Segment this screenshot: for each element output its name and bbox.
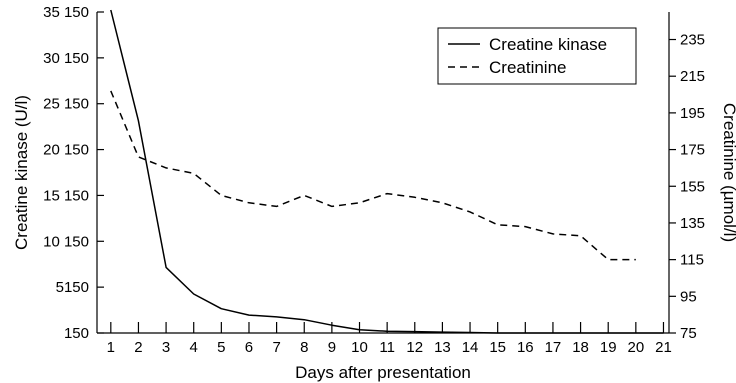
x-tick-label: 18: [572, 339, 589, 356]
left-y-tick-label: 20 150: [43, 142, 89, 159]
x-tick-label: 2: [134, 339, 142, 356]
x-tick-label: 9: [328, 339, 336, 356]
x-tick-label: 10: [351, 339, 368, 356]
x-tick-label: 16: [517, 339, 534, 356]
left-y-tick-label: 5150: [56, 279, 89, 296]
x-tick-label: 5: [217, 339, 225, 356]
right-y-axis-title: Creatinine (µmol/l): [720, 103, 736, 242]
x-tick-label: 21: [655, 339, 672, 356]
x-tick-label: 11: [379, 339, 395, 356]
legend-label-creatine-kinase: Creatine kinase: [489, 35, 607, 54]
legend-box: [437, 27, 637, 85]
left-y-tick-label: 35 150: [43, 4, 89, 21]
right-y-tick-label: 175: [680, 142, 705, 159]
left-y-axis-title: Creatine kinase (U/l): [12, 95, 31, 250]
left-y-tick-label: 30 150: [43, 50, 89, 67]
legend: Creatine kinase Creatinine: [437, 27, 637, 85]
series-layer: [110, 9, 664, 334]
x-axis-ticks: 1 2 3 4 5 6 7 8 9 10 11 12 13 14 15 16 17 18 19 20 21: [107, 322, 672, 356]
series-line-creatine-kinase: [110, 9, 664, 334]
x-tick-label: 19: [600, 339, 617, 356]
x-tick-label: 14: [462, 339, 479, 356]
left-y-axis-ticks: 150 5150 10 150 15 150 20 150 25 150 30 150 35 …: [43, 4, 104, 342]
x-tick-label: 15: [489, 339, 506, 356]
x-tick-label: 6: [245, 339, 253, 356]
left-y-tick-label: 15 150: [43, 187, 89, 204]
x-tick-label: 17: [545, 339, 562, 356]
x-tick-label: 12: [406, 339, 423, 356]
x-axis-title: Days after presentation: [295, 363, 471, 382]
right-y-tick-label: 155: [680, 178, 705, 195]
right-y-tick-label: 95: [680, 288, 697, 305]
right-y-tick-label: 75: [680, 325, 697, 342]
x-tick-label: 4: [190, 339, 198, 356]
right-y-tick-label: 195: [680, 105, 705, 122]
right-y-tick-label: 235: [680, 32, 705, 49]
series-line-creatinine: [110, 90, 636, 261]
right-y-tick-label: 135: [680, 215, 705, 232]
right-y-tick-label: 115: [680, 252, 704, 269]
left-y-tick-label: 150: [64, 325, 89, 342]
right-y-axis-ticks: 75 95 115 135 155 175 195 215 235: [669, 32, 705, 342]
x-tick-label: 7: [272, 339, 280, 356]
x-tick-label: 20: [627, 339, 644, 356]
plot-area: 1 2 3 4 5 6 7 8 9 10 11 12 13 14 15 16 17 18 19 20 21 150515…: [43, 4, 705, 356]
legend-label-creatinine: Creatinine: [489, 58, 567, 77]
right-y-tick-label: 215: [680, 68, 705, 85]
x-tick-label: 8: [300, 339, 308, 356]
x-tick-label: 13: [434, 339, 451, 356]
left-y-tick-label: 10 150: [43, 233, 89, 250]
x-tick-label: 1: [107, 339, 115, 356]
left-y-tick-label: 25 150: [43, 96, 89, 113]
x-tick-label: 3: [162, 339, 170, 356]
